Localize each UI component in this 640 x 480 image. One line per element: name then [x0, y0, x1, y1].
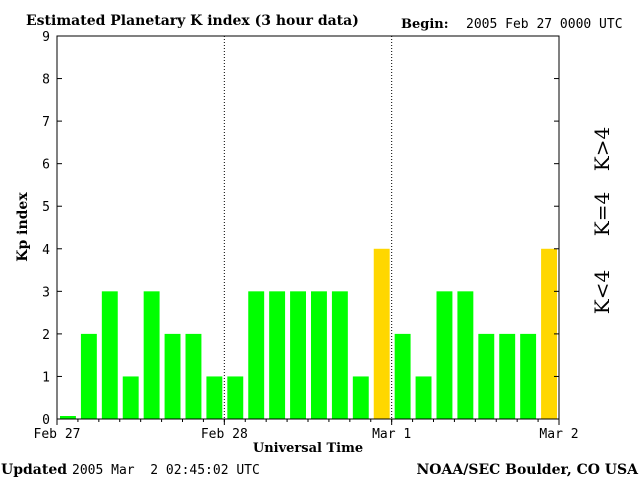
chart-title: Estimated Planetary K index (3 hour data… [26, 13, 359, 29]
kp-bar-12 [311, 291, 327, 419]
kp-bar-1 [80, 333, 97, 419]
y-axis: 0 1 2 3 4 5 6 7 8 9 [42, 30, 559, 428]
x-axis-label: Universal Time [253, 441, 363, 456]
kp-bar-23 [541, 248, 557, 419]
kp-bar-20 [478, 333, 495, 419]
kp-bar-5 [164, 333, 181, 419]
y-tick-label-4: 4 [42, 243, 50, 258]
updated-label: Updated [1, 462, 67, 478]
kp-bar-16 [394, 333, 411, 419]
kp-bar-9 [248, 291, 265, 419]
day-dividers [223, 36, 393, 419]
y-tick-label-1: 1 [42, 370, 50, 385]
x-axis: Feb 27 Feb 28 Mar 1 Mar 2 [34, 419, 579, 442]
kp-bar-10 [269, 291, 286, 419]
x-tick-label-0: Feb 27 [34, 427, 81, 442]
kp-bar-13 [331, 291, 348, 419]
kp-bar-4 [143, 291, 160, 419]
kp-bar-18 [436, 291, 453, 419]
kp-bar-21 [499, 333, 516, 419]
kp-bar-0 [60, 416, 76, 419]
source-credit: NOAA/SEC Boulder, CO USA [417, 462, 640, 478]
y-tick-label-0: 0 [42, 413, 50, 428]
y-tick-label-9: 9 [42, 30, 50, 45]
kp-bar-3 [122, 376, 139, 419]
updated-value: 2005 Mar 2 02:45:02 UTC [72, 463, 260, 478]
x-tick-label-1: Feb 28 [201, 427, 248, 442]
kp-bar-2 [101, 291, 118, 419]
legend-below-4: K<4 [590, 270, 614, 314]
begin-value: 2005 Feb 27 0000 UTC [466, 17, 623, 32]
bars-group [60, 248, 557, 419]
y-tick-label-7: 7 [42, 115, 50, 130]
kp-bar-14 [352, 376, 369, 419]
legend-above-4: K>4 [590, 127, 614, 171]
kp-bar-19 [457, 291, 474, 419]
x-tick-label-2: Mar 1 [372, 427, 411, 442]
x-tick-label-3: Mar 2 [539, 427, 578, 442]
plot-area: 0 1 2 3 4 5 6 7 8 9 Feb 27 Feb 28 Mar 1 Mar 2 [34, 30, 579, 442]
y-tick-label-2: 2 [42, 328, 50, 343]
kp-bar-7 [206, 376, 223, 419]
kp-bar-22 [520, 333, 537, 419]
kp-bar-15 [373, 248, 390, 419]
y-tick-label-8: 8 [42, 73, 50, 88]
legend-equal-4: K=4 [590, 192, 614, 236]
y-tick-label-3: 3 [42, 285, 50, 300]
kp-bar-8 [227, 376, 244, 419]
y-tick-label-6: 6 [42, 158, 50, 173]
kp-bar-11 [290, 291, 306, 419]
y-tick-label-5: 5 [42, 200, 50, 215]
kp-bar-6 [185, 333, 202, 419]
begin-label: Begin: [401, 17, 449, 32]
kp-bar-17 [415, 376, 432, 419]
y-axis-label: Kp index [15, 192, 31, 262]
